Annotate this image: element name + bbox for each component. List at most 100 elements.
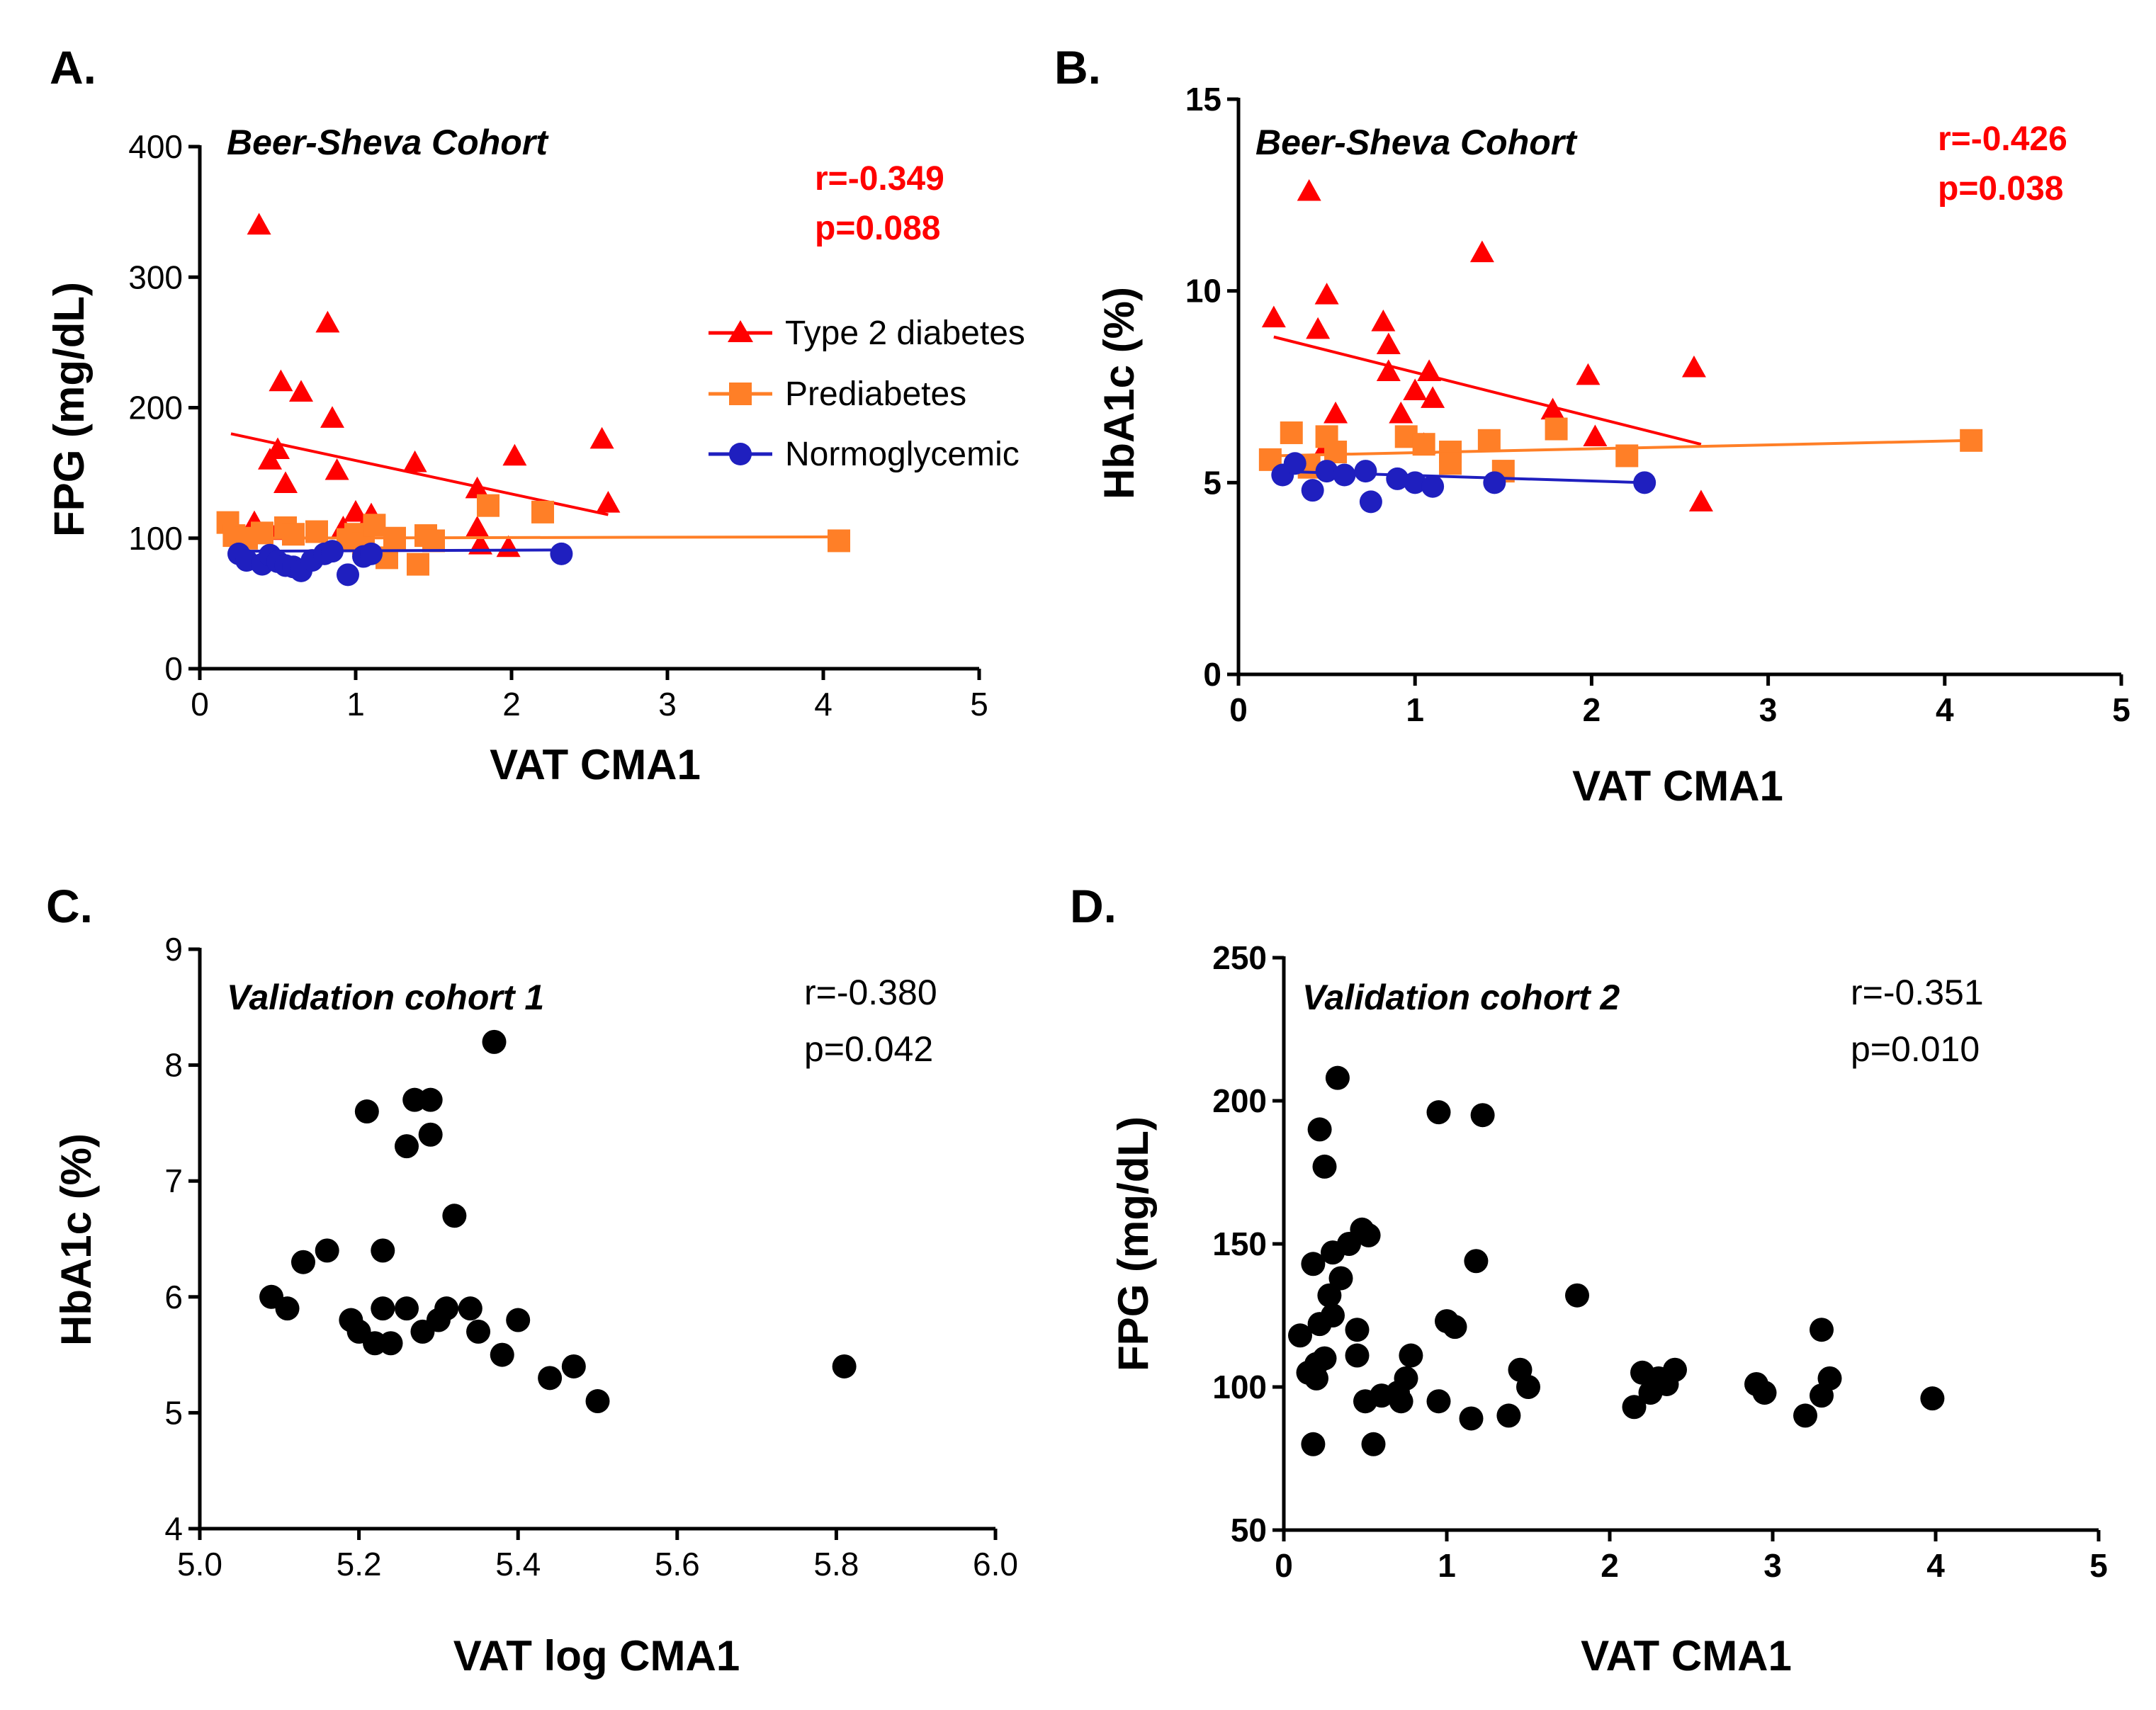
y-tick-label: 10 <box>1185 273 1221 310</box>
point-t2d <box>247 213 271 235</box>
point-prediabetes <box>828 529 850 553</box>
point-normo <box>1404 471 1427 494</box>
point-black <box>1752 1381 1777 1405</box>
stat-p: p=0.042 <box>804 1029 933 1069</box>
legend-marker-circle <box>729 443 752 465</box>
point-black <box>354 1099 379 1124</box>
point-black <box>442 1204 467 1228</box>
y-axis-label: HbA1c (%) <box>52 1133 100 1346</box>
x-tick-label: 1 <box>1438 1547 1456 1584</box>
point-black <box>1307 1117 1332 1142</box>
point-t2d <box>465 516 490 538</box>
point-t2d <box>1323 401 1348 424</box>
point-t2d <box>1376 332 1401 355</box>
point-black <box>290 1250 315 1274</box>
y-tick-label: 200 <box>128 390 183 426</box>
point-black <box>1663 1357 1687 1382</box>
point-black <box>538 1366 563 1391</box>
x-axis-label: VAT CMA1 <box>1581 1632 1792 1680</box>
stat-r: r=-0.426 <box>1938 120 2067 158</box>
y-axis-label: FPG (mg/dL) <box>45 282 93 537</box>
point-prediabetes <box>1280 421 1303 444</box>
point-prediabetes <box>1324 441 1348 464</box>
y-tick-label: 100 <box>1212 1369 1267 1405</box>
x-tick-label: 0 <box>1275 1547 1293 1584</box>
x-tick-label: 3 <box>658 686 677 723</box>
x-tick-label: 5.0 <box>177 1546 222 1582</box>
y-tick-label: 150 <box>1212 1225 1267 1262</box>
stat-p: p=0.010 <box>1851 1029 1980 1069</box>
point-prediabetes <box>407 553 429 576</box>
point-black <box>1459 1406 1484 1431</box>
point-black <box>371 1238 395 1263</box>
point-normo <box>1633 471 1656 494</box>
point-black <box>1389 1389 1413 1414</box>
cohort-label: Validation cohort 1 <box>227 978 544 1017</box>
x-tick-label: 5 <box>2089 1547 2108 1584</box>
point-black <box>1356 1223 1381 1247</box>
point-black <box>1317 1283 1342 1308</box>
point-prediabetes <box>477 494 500 517</box>
point-t2d <box>1306 317 1331 339</box>
plot-area: 0 1 2 3 4 5 0 100 200 300 400 <box>128 128 988 723</box>
point-t2d <box>1688 489 1713 511</box>
point-black <box>482 1029 507 1054</box>
x-tick-label: 5.2 <box>337 1546 382 1582</box>
y-tick-label: 0 <box>164 650 183 687</box>
x-axis-label: VAT log CMA1 <box>453 1632 740 1680</box>
point-black <box>394 1296 419 1321</box>
point-normo <box>360 542 383 565</box>
point-normo <box>1354 460 1377 483</box>
point-black <box>1394 1366 1418 1391</box>
panel-c: C. Validation cohort 1 r=-0.380 p=0.042 … <box>46 880 1018 1680</box>
point-black <box>1301 1252 1326 1276</box>
x-tick-label: 5.6 <box>655 1546 700 1582</box>
x-tick-label: 5 <box>2112 691 2130 728</box>
point-black <box>418 1087 443 1112</box>
point-t2d <box>1371 309 1396 332</box>
point-black <box>275 1296 300 1321</box>
point-black <box>1470 1103 1495 1128</box>
x-tick-label: 0 <box>191 686 209 723</box>
point-black <box>1443 1315 1467 1340</box>
point-prediabetes <box>1615 444 1639 468</box>
point-normo <box>550 542 573 565</box>
point-black <box>1565 1283 1589 1308</box>
panel-a: A. Beer-Sheva Cohort r=-0.349 p=0.088 VA… <box>45 41 1025 788</box>
point-prediabetes <box>422 529 445 553</box>
point-t2d <box>315 310 340 333</box>
point-black <box>1312 1346 1337 1371</box>
panel-letter: C. <box>46 880 93 932</box>
point-normo <box>321 540 344 563</box>
point-t2d <box>258 448 282 470</box>
y-tick-label: 50 <box>1231 1512 1267 1548</box>
point-normo <box>1359 490 1382 514</box>
y-tick-label: 250 <box>1212 939 1267 976</box>
point-t2d <box>596 491 621 513</box>
stat-r: r=-0.351 <box>1851 973 1984 1012</box>
point-black <box>458 1296 482 1321</box>
cohort-label: Beer-Sheva Cohort <box>1255 123 1578 162</box>
point-black <box>418 1122 443 1147</box>
legend-item-normo: Normoglycemic <box>709 436 1020 473</box>
point-black <box>1426 1100 1451 1125</box>
y-tick-label: 15 <box>1185 81 1221 118</box>
point-t2d <box>320 406 344 428</box>
panel-letter: D. <box>1070 880 1117 932</box>
point-prediabetes <box>1960 429 1983 452</box>
point-black <box>585 1389 610 1414</box>
x-tick-label: 2 <box>1583 691 1601 728</box>
point-normo <box>1386 467 1409 490</box>
point-t2d <box>1417 359 1442 381</box>
point-black <box>1288 1323 1312 1348</box>
point-t2d <box>1681 355 1706 378</box>
y-tick-label: 5 <box>1203 464 1221 501</box>
point-prediabetes <box>1412 433 1435 456</box>
x-tick-label: 2 <box>502 686 521 723</box>
point-t2d <box>1297 179 1321 201</box>
point-black <box>1793 1403 1817 1428</box>
x-tick-label: 4 <box>1936 691 1954 728</box>
point-t2d <box>273 471 298 493</box>
stat-p: p=0.038 <box>1938 170 2063 208</box>
